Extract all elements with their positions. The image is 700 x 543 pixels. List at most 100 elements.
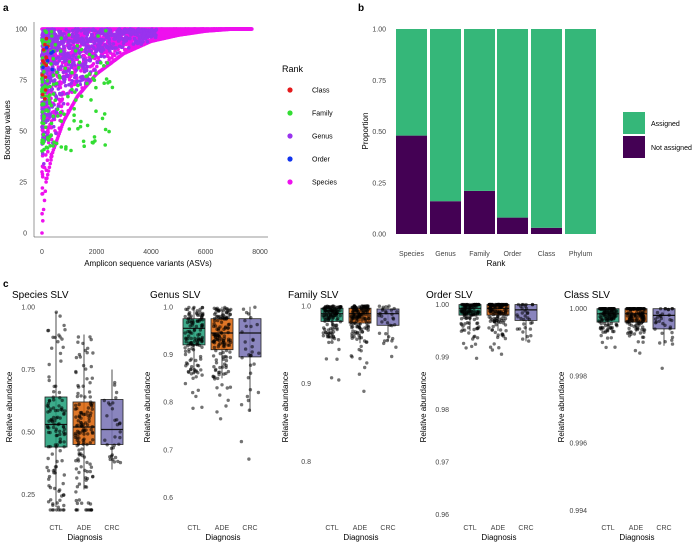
data-point xyxy=(183,346,187,350)
data-point xyxy=(377,331,382,335)
data-point xyxy=(90,425,95,429)
point-class xyxy=(43,75,48,79)
point-order xyxy=(45,58,50,63)
data-point xyxy=(337,347,341,352)
legend-marker-genus xyxy=(287,133,293,139)
data-point xyxy=(335,305,339,310)
data-point xyxy=(521,330,525,334)
data-point xyxy=(390,312,394,316)
data-point xyxy=(196,333,200,337)
data-point xyxy=(224,348,229,353)
point-species xyxy=(88,64,92,69)
data-point xyxy=(604,323,608,328)
point-genus xyxy=(42,162,46,166)
data-point xyxy=(490,348,495,352)
boxplot-x-tick-label: CTL xyxy=(187,525,200,532)
data-point xyxy=(626,331,630,336)
chart-b-x-axis-title: Rank xyxy=(487,259,507,268)
point-genus xyxy=(58,92,62,97)
data-point xyxy=(658,341,662,345)
point-genus xyxy=(71,53,75,58)
point-genus xyxy=(107,41,112,46)
point-genus xyxy=(57,58,62,63)
data-point xyxy=(394,345,398,349)
point-family xyxy=(58,110,63,115)
data-point xyxy=(358,327,362,331)
point-genus xyxy=(84,30,88,35)
point-family xyxy=(59,145,64,149)
data-point xyxy=(87,419,91,423)
data-point xyxy=(633,312,637,317)
data-point xyxy=(79,424,84,428)
point-genus xyxy=(142,32,147,36)
data-point xyxy=(229,307,233,312)
data-point xyxy=(627,326,631,331)
point-genus xyxy=(86,38,91,42)
point-family xyxy=(46,94,51,99)
data-point xyxy=(190,323,194,327)
data-point xyxy=(90,376,95,380)
data-point xyxy=(607,307,611,311)
data-point xyxy=(355,309,359,314)
boxplot-x-tick-label: CRC xyxy=(104,525,119,532)
chart-a-y-tick-label: 0 xyxy=(23,231,27,238)
point-genus xyxy=(56,87,61,91)
point-genus xyxy=(124,35,129,40)
point-class xyxy=(40,73,44,77)
data-point xyxy=(118,435,122,440)
data-point xyxy=(250,345,254,349)
point-genus xyxy=(57,29,61,34)
point-family xyxy=(81,139,86,144)
data-point xyxy=(247,457,251,461)
data-point xyxy=(50,346,54,350)
data-point xyxy=(183,331,187,335)
point-family xyxy=(51,92,56,96)
point-family xyxy=(51,114,56,118)
data-point xyxy=(63,328,67,332)
point-family xyxy=(44,30,49,34)
data-point xyxy=(85,377,89,381)
data-point xyxy=(52,390,56,394)
data-point xyxy=(194,358,198,363)
data-point xyxy=(47,378,51,383)
point-family xyxy=(62,112,66,116)
data-point xyxy=(380,320,384,324)
data-point xyxy=(324,313,329,317)
boxplot-title: Genus SLV xyxy=(150,290,201,301)
data-point xyxy=(215,410,219,414)
point-species xyxy=(47,165,52,170)
point-family xyxy=(75,44,79,48)
data-point xyxy=(642,330,646,334)
legend-marker-class xyxy=(287,87,293,93)
data-point xyxy=(490,328,494,332)
data-point xyxy=(629,330,633,334)
data-point xyxy=(503,336,508,341)
data-point xyxy=(612,307,616,311)
point-genus xyxy=(80,78,85,82)
point-genus xyxy=(69,39,74,43)
data-point xyxy=(114,396,118,400)
data-point xyxy=(91,438,95,442)
data-point xyxy=(222,372,226,376)
data-point xyxy=(57,404,61,408)
data-point xyxy=(330,307,335,311)
data-point xyxy=(113,455,118,460)
data-point xyxy=(380,308,385,312)
data-point xyxy=(248,371,253,375)
data-point xyxy=(111,401,115,405)
point-family xyxy=(96,34,100,38)
point-family xyxy=(76,126,80,131)
point-family xyxy=(70,87,74,92)
point-family xyxy=(40,121,44,125)
data-point xyxy=(598,325,603,330)
data-point xyxy=(59,359,63,363)
chart-a-points xyxy=(40,27,254,235)
point-family xyxy=(102,112,107,116)
data-point xyxy=(222,327,226,331)
data-point xyxy=(338,320,343,324)
data-point xyxy=(226,343,230,347)
data-point xyxy=(460,302,464,307)
data-point xyxy=(244,324,248,328)
data-point xyxy=(62,473,66,477)
